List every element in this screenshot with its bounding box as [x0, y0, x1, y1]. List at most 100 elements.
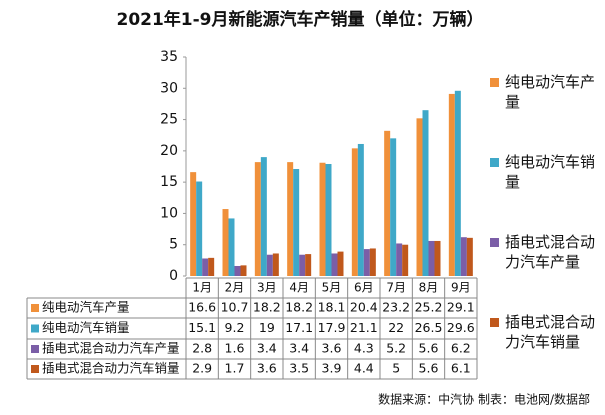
x-tick-label: 9月: [451, 281, 471, 295]
bar: [240, 265, 247, 276]
x-tick-label: 6月: [354, 281, 374, 295]
bar: [234, 265, 241, 276]
bar: [454, 90, 461, 276]
bar: [369, 248, 376, 276]
table-row-label: 纯电动汽车销量: [42, 320, 130, 335]
table-cell: 3.4: [257, 341, 277, 356]
table-legend-swatch: [31, 304, 39, 312]
legend-label: 插电式混合动力汽车销量: [505, 313, 596, 351]
bar: [228, 218, 235, 276]
bar: [299, 254, 306, 276]
table-cell: 17.1: [285, 320, 313, 335]
table-cell: 3.6: [322, 341, 342, 356]
x-tick-label: 4月: [289, 281, 309, 295]
table-cell: 3.9: [322, 361, 342, 376]
legend-swatch: [490, 78, 499, 87]
table-cell: 3.6: [257, 361, 277, 376]
bar: [390, 138, 397, 276]
bar: [460, 237, 467, 276]
bar: [416, 118, 423, 276]
table-cell: 2.8: [192, 341, 212, 356]
bar: [402, 244, 409, 276]
y-tick-label: 35: [160, 49, 178, 65]
table-cell: 9.2: [225, 320, 245, 335]
table-cell: 17.9: [318, 320, 346, 335]
bar: [254, 162, 261, 276]
table-cell: 22: [388, 320, 404, 335]
bar: [272, 253, 279, 276]
bar: [357, 143, 364, 276]
table-cell: 6.1: [451, 361, 471, 376]
y-tick-label: 30: [160, 80, 178, 96]
y-tick-label: 20: [160, 143, 178, 159]
bar: [293, 169, 300, 276]
table-cell: 1.7: [225, 361, 245, 376]
bar: [428, 240, 435, 276]
table-cell: 3.4: [289, 341, 309, 356]
y-tick-label: 10: [160, 205, 178, 221]
table-cell: 3.5: [289, 361, 309, 376]
bar: [305, 254, 312, 276]
bar: [434, 240, 441, 276]
legend-swatch: [490, 238, 499, 247]
y-tick-label: 15: [160, 174, 178, 190]
table-cell: 15.1: [188, 320, 216, 335]
table-cell: 5: [392, 361, 400, 376]
bar: [222, 209, 229, 276]
table-row-label: 纯电动汽车产量: [42, 300, 130, 315]
x-tick-label: 7月: [386, 281, 406, 295]
table-row-label: 插电式混合动力汽车销量: [42, 361, 180, 376]
bar: [266, 254, 273, 276]
table-cell: 29.6: [447, 320, 475, 335]
legend-entry: 纯电动汽车销量: [490, 152, 600, 192]
bar: [396, 243, 403, 276]
table-cell: 18.2: [285, 300, 313, 315]
table-row-label: 插电式混合动力汽车产量: [42, 341, 180, 356]
bar: [337, 251, 344, 276]
table-cell: 5.6: [419, 341, 439, 356]
table-cell: 26.5: [415, 320, 443, 335]
legend-entry: 插电式混合动力汽车产量: [490, 232, 600, 272]
bar: [422, 110, 429, 276]
x-tick-label: 1月: [192, 281, 212, 295]
table-cell: 20.4: [350, 300, 378, 315]
bar: [384, 130, 391, 276]
table-cell: 10.7: [221, 300, 249, 315]
bar: [363, 249, 370, 276]
table-cell: 4.4: [354, 361, 374, 376]
legend-entry: 纯电动汽车产量: [490, 72, 600, 112]
table-cell: 29.1: [447, 300, 475, 315]
bar: [208, 257, 215, 276]
bar: [466, 237, 473, 276]
table-cell: 18.2: [253, 300, 281, 315]
y-tick-label: 0: [169, 268, 178, 284]
table-cell: 19: [259, 320, 275, 335]
y-tick-label: 5: [169, 237, 178, 253]
bar: [331, 253, 338, 276]
table-cell: 5.2: [386, 341, 406, 356]
legend-swatch: [490, 318, 499, 327]
bar: [202, 258, 209, 276]
x-tick-label: 5月: [322, 281, 342, 295]
legend-entry: 插电式混合动力汽车销量: [490, 312, 600, 352]
table-cell: 21.1: [350, 320, 378, 335]
table-cell: 23.2: [382, 300, 410, 315]
bar: [325, 163, 332, 276]
x-tick-label: 3月: [257, 281, 277, 295]
bar: [260, 157, 267, 276]
bar: [190, 172, 197, 276]
x-tick-label: 8月: [419, 281, 439, 295]
table-cell: 4.3: [354, 341, 374, 356]
bar: [319, 162, 326, 276]
source-note: 数据来源：中汽协 制表：电池网/数据部: [378, 392, 590, 407]
legend-swatch: [490, 158, 499, 167]
table-legend-swatch: [31, 345, 39, 353]
table-cell: 1.6: [225, 341, 245, 356]
bar: [351, 148, 358, 276]
chart-title: 2021年1-9月新能源汽车产销量（单位：万辆）: [116, 9, 483, 30]
table-cell: 16.6: [188, 300, 216, 315]
legend-label: 插电式混合动力汽车产量: [505, 233, 596, 271]
legend-label: 纯电动汽车销量: [505, 153, 596, 191]
